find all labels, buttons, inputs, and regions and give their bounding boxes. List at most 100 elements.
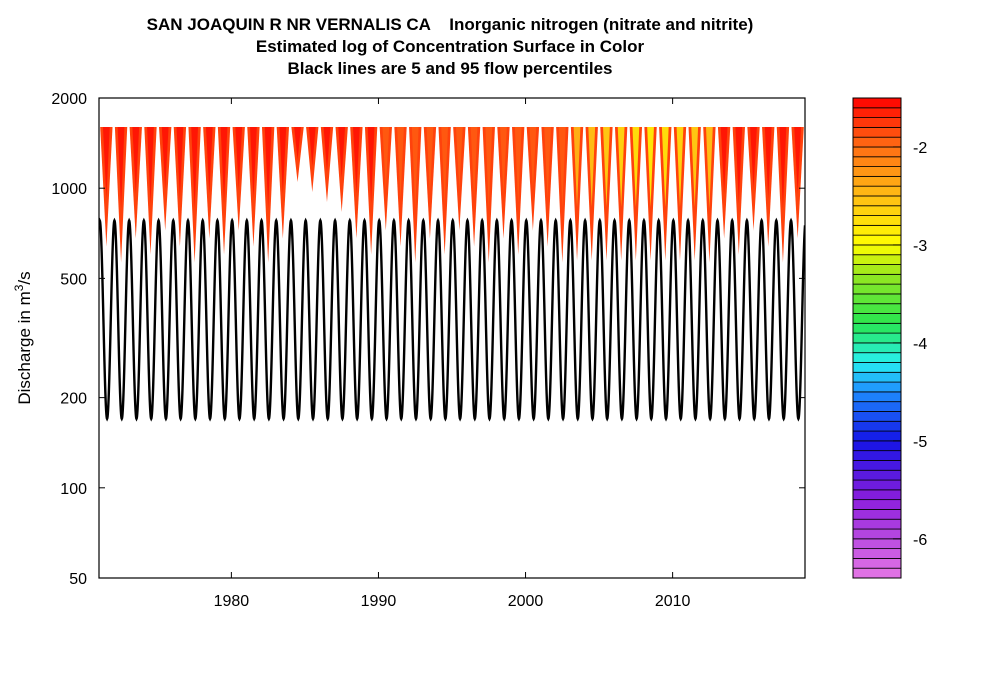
x-tick-label: 1980 [214, 593, 250, 610]
colorbar-band [852, 313, 902, 324]
surface-wedge-inner [794, 127, 802, 194]
colorbar-band [852, 175, 902, 187]
colorbar-band [852, 460, 902, 471]
y-axis-label-suffix: /s [15, 271, 34, 284]
colorbar-band [852, 440, 902, 452]
flow-percentile-lines [99, 217, 805, 422]
y-axis-label-superscript: 3 [12, 284, 26, 291]
colorbar-band [852, 362, 902, 373]
colorbar-band [852, 371, 902, 383]
surface-wedge-inner [470, 127, 478, 199]
colorbar-tick-label: -6 [913, 532, 927, 549]
surface-wedge-inner [264, 127, 272, 209]
surface-wedge-inner [750, 127, 757, 190]
surface-wedge-inner [308, 127, 316, 167]
surface-wedge-inner [779, 127, 787, 209]
surface-wedge-inner [455, 127, 463, 190]
surface-wedge-inner [161, 127, 169, 190]
y-tick-label: 100 [60, 481, 87, 498]
surface-wedge-inner [544, 127, 552, 199]
colorbar-band [852, 264, 902, 275]
colorbar-band [852, 234, 902, 246]
colorbar-band [852, 146, 902, 158]
surface-wedge-inner [352, 127, 360, 194]
colorbar-tick-label: -3 [913, 238, 927, 255]
colorbar-band [852, 107, 902, 118]
colorbar-band [852, 136, 902, 148]
x-tick-label: 2010 [655, 593, 691, 610]
colorbar-band [852, 244, 902, 256]
surface-wedge-inner [205, 127, 213, 194]
colorbar-band [852, 411, 902, 422]
colorbar-band [852, 205, 902, 216]
y-axis-label-prefix: Discharge in m [15, 291, 34, 404]
colorbar-band [852, 156, 902, 167]
y-tick-label: 500 [60, 271, 87, 288]
title-line-3: Black lines are 5 and 95 flow percentile… [287, 59, 613, 78]
surface-wedge-inner [705, 127, 713, 209]
surface-wedge-inner [294, 127, 301, 161]
colorbar-band [852, 567, 902, 579]
surface-wedge-inner [691, 127, 699, 208]
y-tick-label: 1000 [51, 181, 87, 198]
colorbar-band [852, 420, 902, 432]
colorbar-band [852, 558, 902, 569]
surface-wedge-inner [117, 127, 125, 209]
surface-wedge-inner [661, 127, 669, 208]
surface-wedge-inner [603, 127, 610, 208]
colorbar-band [852, 538, 902, 550]
y-tick-label: 2000 [51, 91, 87, 108]
colorbar-band [852, 499, 902, 510]
colorbar-band [852, 509, 902, 520]
colorbar-band [852, 254, 902, 265]
surface-wedge-inner [132, 127, 140, 194]
colorbar-band [852, 401, 902, 412]
y-axis-label: Discharge in m3/s [12, 271, 34, 404]
surface-wedge-inner [647, 127, 654, 208]
colorbar-band [852, 489, 902, 501]
surface-wedge-inner [397, 127, 404, 199]
colorbar-band [852, 322, 902, 334]
surface-wedge-inner [102, 127, 110, 199]
colorbar-band [852, 518, 902, 530]
y-tick-label: 50 [69, 571, 87, 588]
colorbar-band [852, 166, 902, 177]
plot-frame [98, 97, 806, 579]
surface-wedge-inner [441, 127, 449, 204]
surface-wedge-inner [558, 127, 566, 209]
flow-percentile-curve [99, 217, 805, 422]
surface-wedge-inner [147, 127, 154, 204]
surface-wedge-inner [720, 127, 728, 194]
surface-wedge-inner [676, 127, 684, 208]
colorbar-band [852, 126, 902, 138]
surface-wedge-inner [176, 127, 184, 199]
x-tick-label: 2000 [508, 593, 544, 610]
colorbar-tick-label: -5 [913, 434, 927, 451]
colorbar-band [852, 381, 902, 393]
colorbar-band [852, 293, 902, 305]
colorbar-band [852, 117, 902, 128]
colorbar-band [852, 303, 902, 314]
colorbar-band [852, 97, 902, 109]
colorbar-band [852, 352, 902, 363]
colorbar-band [852, 548, 902, 559]
colorbar-tick-label: -2 [913, 140, 927, 157]
colorbar-band [852, 391, 902, 403]
y-tick-label: 200 [60, 391, 87, 408]
surface-wedge-inner [500, 127, 507, 194]
colorbar-band [852, 479, 902, 491]
surface-wedge-inner [735, 127, 743, 204]
colorbar-frame [852, 97, 902, 579]
colorbar: -2 -3 -4 -5 -6 [852, 97, 927, 579]
colorbar-band [852, 215, 902, 226]
surface-wedge-inner [588, 127, 596, 208]
colorbar-band [852, 185, 902, 197]
colorbar-band [852, 332, 902, 344]
surface-wedge-inner [250, 127, 257, 199]
surface-wedge-inner [426, 127, 434, 194]
colorbar-band [852, 342, 902, 354]
colorbar-band [852, 224, 902, 236]
surface-wedge-inner [191, 127, 199, 209]
surface-wedge-inner [632, 127, 640, 208]
